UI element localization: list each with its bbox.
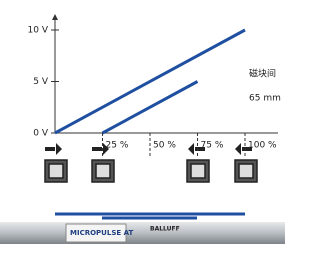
chart: 磁块间 65 mm MICROPULSE AT BALLUFF 0 V 5 V 10… [0,0,285,253]
annotation: 65 mm [249,94,281,104]
magnets [45,160,257,182]
x-tick-label: 50 % [153,141,176,151]
annotation: 磁块间 [249,68,276,80]
sensor-rod [0,222,285,244]
y-tick-label: 10 V [28,26,49,36]
y-arrow [52,14,58,20]
line [103,82,198,134]
y-tick-label: 0 V [33,129,49,139]
x-tick-label: 100 % [248,141,277,151]
y-tick-label: 5 V [33,77,49,87]
model: MICROPULSE AT [70,229,133,237]
x-tick-label: 75 % [201,141,224,151]
x-tick-label: 25 % [106,141,129,151]
brand: BALLUFF [150,226,180,233]
line [55,30,245,133]
